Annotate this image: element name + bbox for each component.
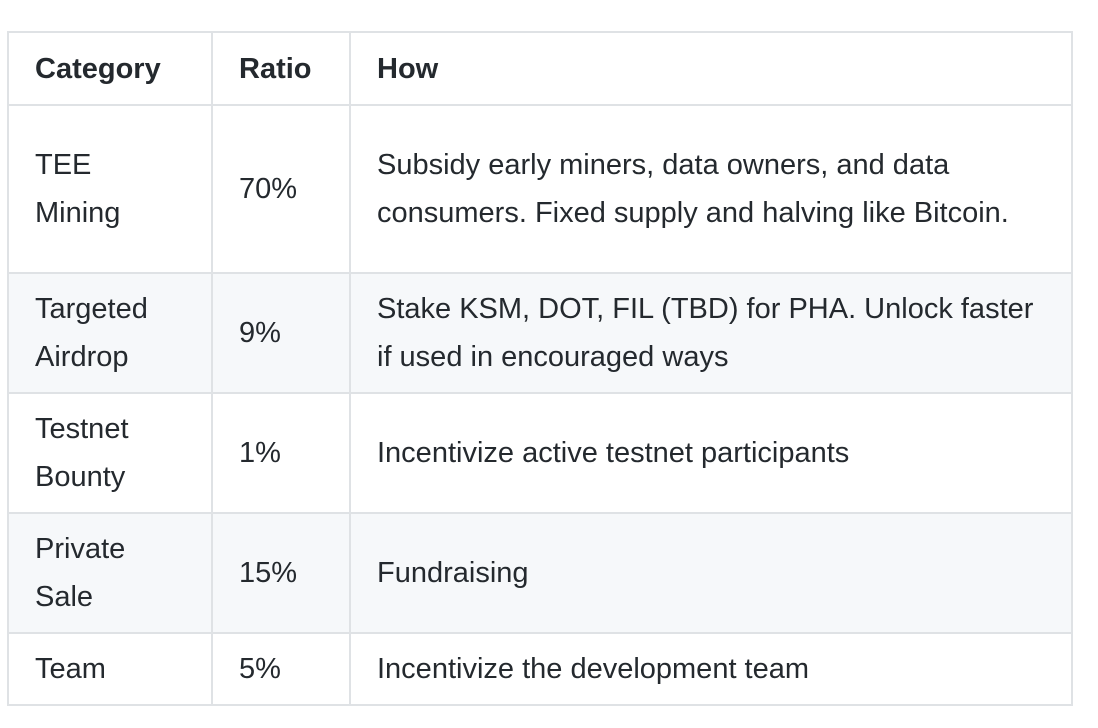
category-line: Testnet Bounty — [35, 413, 129, 493]
table-row: Testnet Bounty 1% Incentivize active test… — [7, 392, 1073, 514]
cell-ratio: 1% — [211, 392, 351, 514]
cell-how: Subsidy early miners, data owners, and d… — [349, 104, 1073, 274]
category-line: TEE Mining — [35, 149, 121, 229]
token-allocation-table: Category Ratio How TEE Mining 70% Subsidy… — [7, 31, 1073, 706]
table-row: Private Sale 15% Fundraising — [7, 512, 1073, 634]
table-body: TEE Mining 70% Subsidy early miners, data… — [7, 104, 1073, 706]
header-how: How — [349, 31, 1073, 106]
table-row: Team 5% Incentivize the development team — [7, 632, 1073, 706]
cell-ratio: 5% — [211, 632, 351, 706]
header-row: Category Ratio How — [7, 31, 1073, 106]
table-header: Category Ratio How — [7, 31, 1073, 106]
cell-how: Incentivize the development team — [349, 632, 1073, 706]
cell-ratio: 15% — [211, 512, 351, 634]
header-category: Category — [7, 31, 213, 106]
cell-how: Incentivize active testnet participants — [349, 392, 1073, 514]
category-line: Team — [35, 653, 106, 685]
cell-how: Stake KSM, DOT, FIL (TBD) for PHA. Unloc… — [349, 272, 1073, 394]
cell-category: Team — [7, 632, 213, 706]
cell-category: TEE Mining — [7, 104, 213, 274]
cell-category: Targeted Airdrop — [7, 272, 213, 394]
category-line: Targeted Airdrop — [35, 293, 148, 373]
cell-ratio: 70% — [211, 104, 351, 274]
cell-ratio: 9% — [211, 272, 351, 394]
header-ratio: Ratio — [211, 31, 351, 106]
category-line: Private Sale — [35, 533, 126, 613]
table-row: Targeted Airdrop 9% Stake KSM, DOT, FIL (… — [7, 272, 1073, 394]
cell-how: Fundraising — [349, 512, 1073, 634]
allocation-table-container: Category Ratio How TEE Mining 70% Subsidy… — [7, 31, 1073, 706]
cell-category: Private Sale — [7, 512, 213, 634]
cell-category: Testnet Bounty — [7, 392, 213, 514]
table-row: TEE Mining 70% Subsidy early miners, data… — [7, 104, 1073, 274]
